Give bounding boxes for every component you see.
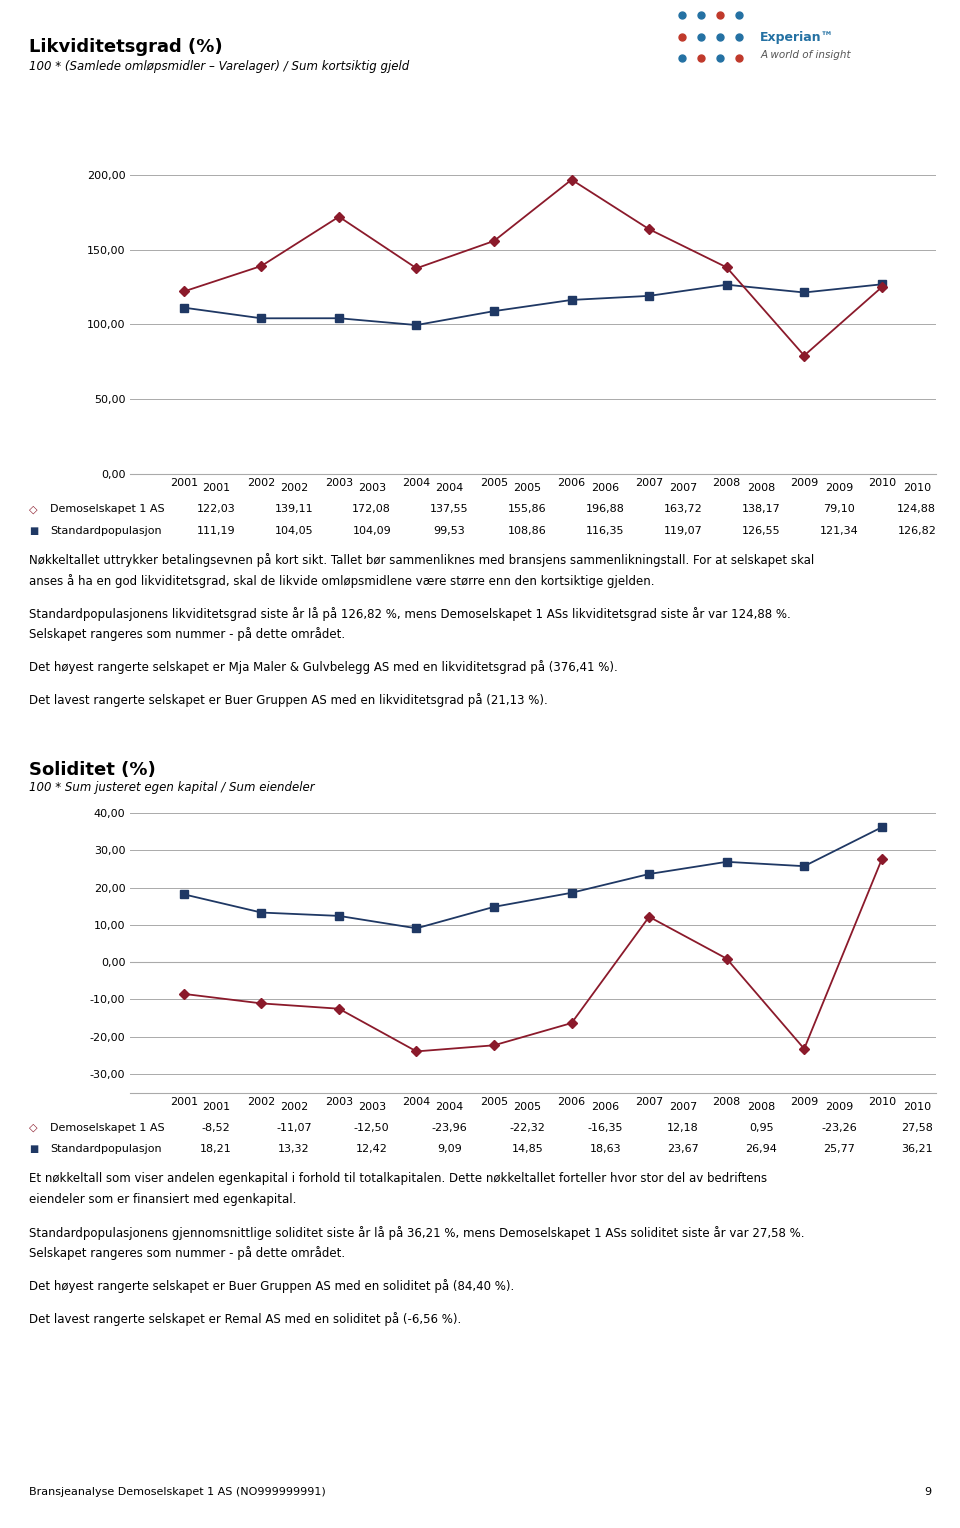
Text: 172,08: 172,08 <box>352 504 391 515</box>
Text: Demoselskapet 1 AS: Demoselskapet 1 AS <box>50 504 164 515</box>
Text: 2003: 2003 <box>358 483 386 494</box>
Text: 27,58: 27,58 <box>900 1123 933 1134</box>
Text: 2006: 2006 <box>591 483 619 494</box>
Text: 2009: 2009 <box>825 483 853 494</box>
Text: 119,07: 119,07 <box>663 526 703 536</box>
Text: eiendeler som er finansiert med egenkapital.: eiendeler som er finansiert med egenkapi… <box>29 1192 297 1206</box>
Text: Experian™: Experian™ <box>760 31 834 44</box>
Text: 124,88: 124,88 <box>898 504 936 515</box>
Text: 137,55: 137,55 <box>430 504 468 515</box>
Text: 2007: 2007 <box>669 1102 697 1112</box>
Text: 2010: 2010 <box>902 483 931 494</box>
Text: 100 * (Samlede omløpsmidler – Varelager) / Sum kortsiktig gjeld: 100 * (Samlede omløpsmidler – Varelager)… <box>29 60 409 73</box>
Text: Standardpopulasjon: Standardpopulasjon <box>50 1144 161 1155</box>
Text: -23,26: -23,26 <box>821 1123 857 1134</box>
Text: 0,95: 0,95 <box>749 1123 774 1134</box>
Text: Standardpopulasjonens gjennomsnittlige soliditet siste år lå på 36,21 %, mens De: Standardpopulasjonens gjennomsnittlige s… <box>29 1225 804 1239</box>
Text: 2009: 2009 <box>825 1102 853 1112</box>
Text: Demoselskapet 1 AS: Demoselskapet 1 AS <box>50 1123 164 1134</box>
Text: -8,52: -8,52 <box>202 1123 230 1134</box>
Text: Det lavest rangerte selskapet er Buer Gruppen AS med en likviditetsgrad på (21,1: Det lavest rangerte selskapet er Buer Gr… <box>29 694 547 707</box>
Text: 9,09: 9,09 <box>437 1144 462 1155</box>
Text: 36,21: 36,21 <box>901 1144 932 1155</box>
Text: 14,85: 14,85 <box>512 1144 543 1155</box>
Text: 139,11: 139,11 <box>275 504 313 515</box>
Text: 2007: 2007 <box>669 483 697 494</box>
Text: -22,32: -22,32 <box>510 1123 545 1134</box>
Text: 126,82: 126,82 <box>898 526 936 536</box>
Text: Selskapet rangeres som nummer - på dette området.: Selskapet rangeres som nummer - på dette… <box>29 1247 345 1261</box>
Text: 108,86: 108,86 <box>508 526 547 536</box>
Text: 9: 9 <box>924 1487 931 1497</box>
Text: 116,35: 116,35 <box>587 526 625 536</box>
Text: 104,05: 104,05 <box>275 526 313 536</box>
Text: Det høyest rangerte selskapet er Buer Gruppen AS med en soliditet på (84,40 %).: Det høyest rangerte selskapet er Buer Gr… <box>29 1279 514 1293</box>
Text: 12,42: 12,42 <box>356 1144 388 1155</box>
Text: 13,32: 13,32 <box>278 1144 310 1155</box>
Text: 2002: 2002 <box>279 1102 308 1112</box>
Text: Bransjeanalyse Demoselskapet 1 AS (NO999999991): Bransjeanalyse Demoselskapet 1 AS (NO999… <box>29 1487 325 1497</box>
Text: 155,86: 155,86 <box>508 504 547 515</box>
Text: Likviditetsgrad (%): Likviditetsgrad (%) <box>29 38 223 57</box>
Text: 12,18: 12,18 <box>667 1123 699 1134</box>
Text: 2001: 2001 <box>202 1102 230 1112</box>
Text: Standardpopulasjonens likviditetsgrad siste år lå på 126,82 %, mens Demoselskape: Standardpopulasjonens likviditetsgrad si… <box>29 607 790 620</box>
Text: 18,63: 18,63 <box>589 1144 621 1155</box>
Text: Nøkkeltallet uttrykker betalingsevnen på kort sikt. Tallet bør sammenliknes med : Nøkkeltallet uttrykker betalingsevnen på… <box>29 553 814 567</box>
Text: A world of insight: A world of insight <box>760 50 851 61</box>
Text: 79,10: 79,10 <box>823 504 854 515</box>
Text: 104,09: 104,09 <box>352 526 391 536</box>
Text: Et nøkkeltall som viser andelen egenkapital i forhold til totalkapitalen. Dette : Et nøkkeltall som viser andelen egenkapi… <box>29 1172 767 1186</box>
Text: anses å ha en god likviditetsgrad, skal de likvide omløpsmidlene være større enn: anses å ha en god likviditetsgrad, skal … <box>29 573 655 588</box>
Text: 111,19: 111,19 <box>197 526 235 536</box>
Text: 2010: 2010 <box>902 1102 931 1112</box>
Text: 2004: 2004 <box>436 483 464 494</box>
Text: Soliditet (%): Soliditet (%) <box>29 761 156 779</box>
Text: 2005: 2005 <box>514 1102 541 1112</box>
Text: 2008: 2008 <box>747 483 775 494</box>
Text: Det høyest rangerte selskapet er Mja Maler & Gulvbelegg AS med en likviditetsgra: Det høyest rangerte selskapet er Mja Mal… <box>29 660 617 674</box>
Text: ■: ■ <box>29 1144 38 1155</box>
Text: Selskapet rangeres som nummer - på dette området.: Selskapet rangeres som nummer - på dette… <box>29 628 345 642</box>
Text: 26,94: 26,94 <box>745 1144 777 1155</box>
Text: -11,07: -11,07 <box>276 1123 312 1134</box>
Text: ◇: ◇ <box>29 1123 37 1134</box>
Text: 23,67: 23,67 <box>667 1144 699 1155</box>
Text: 2004: 2004 <box>436 1102 464 1112</box>
Text: 196,88: 196,88 <box>586 504 625 515</box>
Text: Standardpopulasjon: Standardpopulasjon <box>50 526 161 536</box>
Text: ◇: ◇ <box>29 504 37 515</box>
Text: 163,72: 163,72 <box>663 504 703 515</box>
Text: 99,53: 99,53 <box>434 526 466 536</box>
Text: 2003: 2003 <box>358 1102 386 1112</box>
Text: ■: ■ <box>29 526 38 536</box>
Text: Det lavest rangerte selskapet er Remal AS med en soliditet på (-6,56 %).: Det lavest rangerte selskapet er Remal A… <box>29 1313 461 1326</box>
Text: 122,03: 122,03 <box>197 504 235 515</box>
Text: 2002: 2002 <box>279 483 308 494</box>
Text: -23,96: -23,96 <box>432 1123 468 1134</box>
Text: 25,77: 25,77 <box>823 1144 854 1155</box>
Text: 100 * Sum justeret egen kapital / Sum eiendeler: 100 * Sum justeret egen kapital / Sum ei… <box>29 781 315 795</box>
Text: 2006: 2006 <box>591 1102 619 1112</box>
Text: 121,34: 121,34 <box>820 526 858 536</box>
Text: -12,50: -12,50 <box>354 1123 390 1134</box>
Text: 138,17: 138,17 <box>742 504 780 515</box>
Text: 2008: 2008 <box>747 1102 775 1112</box>
Text: -16,35: -16,35 <box>588 1123 623 1134</box>
Text: 2001: 2001 <box>202 483 230 494</box>
Text: 18,21: 18,21 <box>200 1144 232 1155</box>
Text: 126,55: 126,55 <box>742 526 780 536</box>
Text: 2005: 2005 <box>514 483 541 494</box>
